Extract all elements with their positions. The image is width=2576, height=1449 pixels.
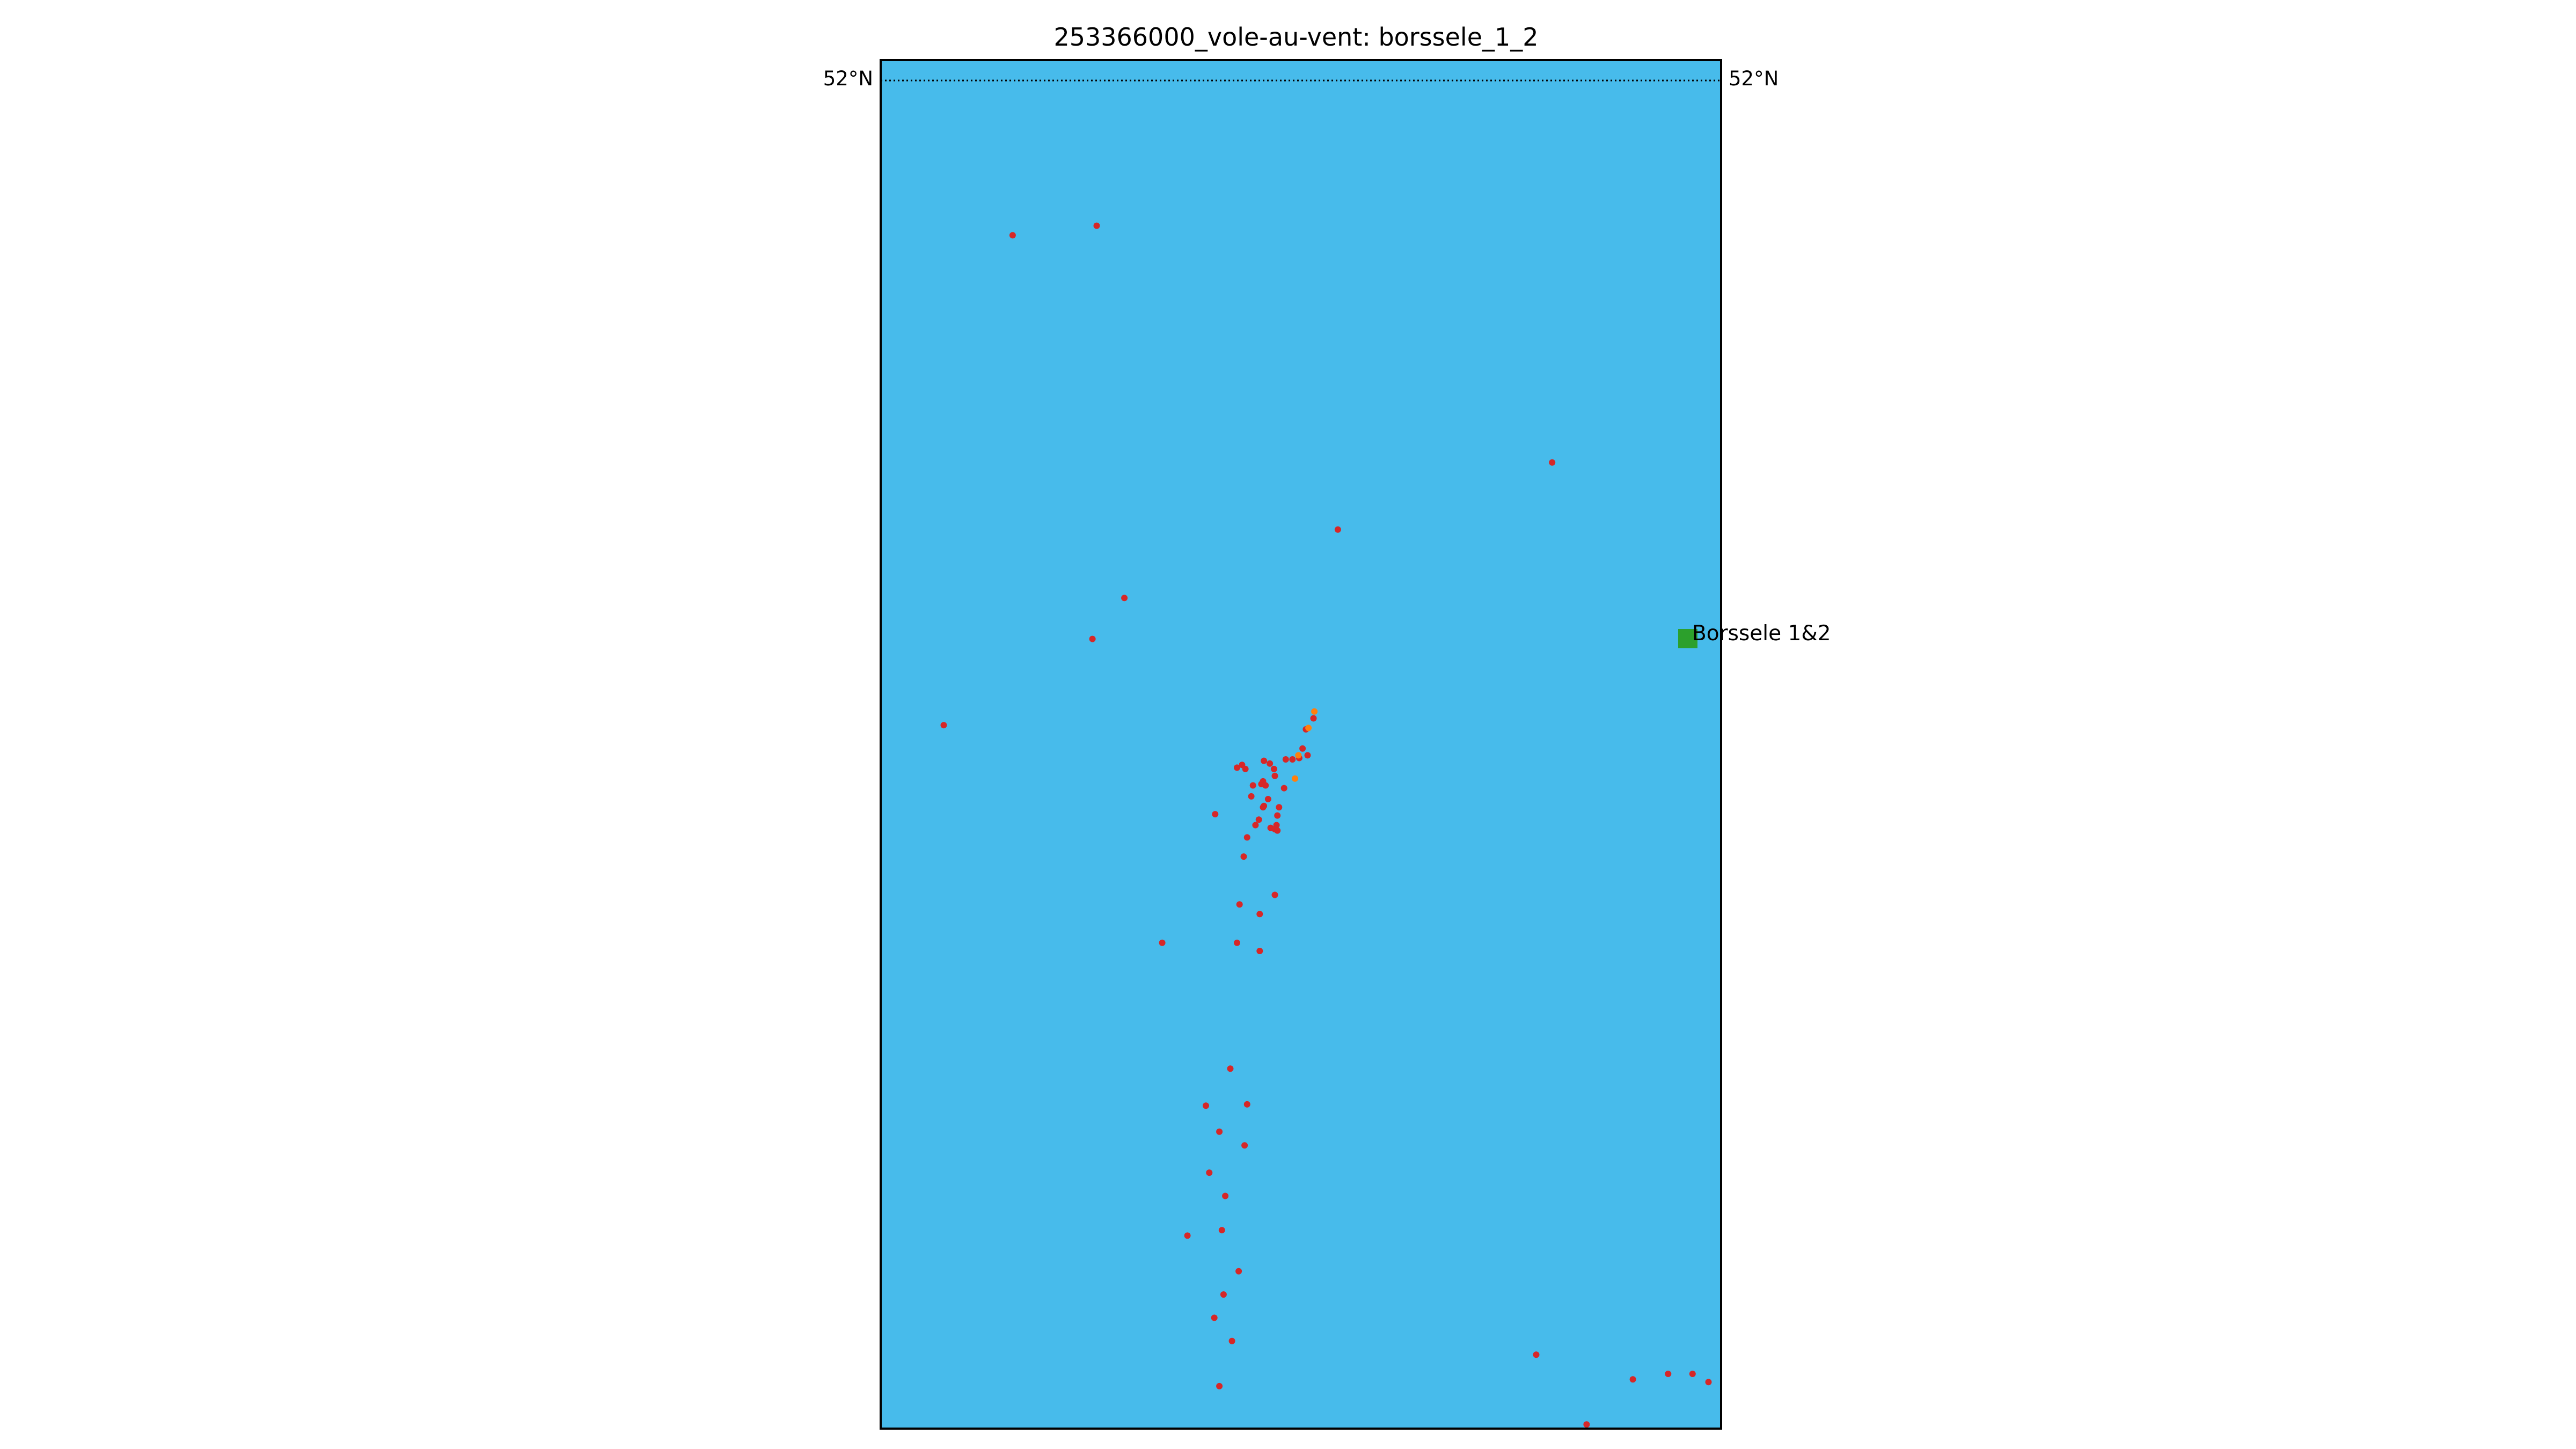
track-points-layer xyxy=(940,222,1712,1428)
track-point xyxy=(1334,526,1341,533)
highlight-point xyxy=(1305,724,1312,731)
track-point xyxy=(1227,1065,1234,1072)
track-point xyxy=(1159,939,1166,946)
track-point xyxy=(1533,1351,1540,1358)
track-point xyxy=(1310,715,1317,722)
track-point xyxy=(1289,756,1296,763)
track-point xyxy=(1220,1291,1227,1298)
track-point xyxy=(1216,1382,1223,1389)
track-point xyxy=(1271,772,1278,779)
track-point xyxy=(1216,1128,1223,1135)
track-point xyxy=(1252,822,1259,829)
track-point xyxy=(1093,222,1100,229)
track-point xyxy=(1304,752,1311,759)
track-point xyxy=(1206,1169,1213,1176)
track-point xyxy=(1264,796,1271,802)
track-point xyxy=(1262,782,1269,789)
track-point xyxy=(1228,1337,1235,1344)
track-point xyxy=(1274,812,1281,819)
highlight-point xyxy=(1295,752,1302,759)
track-point xyxy=(1629,1376,1636,1383)
track-point xyxy=(1235,1268,1242,1275)
track-point xyxy=(1234,764,1240,771)
track-point xyxy=(1270,765,1277,772)
track-point xyxy=(1212,811,1219,818)
track-point xyxy=(1121,595,1128,602)
track-point xyxy=(1271,891,1278,898)
track-point xyxy=(1280,785,1287,792)
highlight-point xyxy=(1311,708,1318,715)
latitude-label-right: 52°N xyxy=(1729,67,1779,90)
track-point xyxy=(940,722,947,729)
map-title: 253366000_vole-au-vent: borssele_1_2 xyxy=(1053,23,1538,52)
track-point xyxy=(1240,853,1247,860)
track-point xyxy=(1255,816,1262,823)
track-point xyxy=(1249,782,1256,789)
track-point xyxy=(1243,1101,1250,1108)
track-point xyxy=(1222,1192,1229,1199)
track-point xyxy=(1282,756,1289,763)
track-point xyxy=(1276,804,1283,811)
track-point xyxy=(1274,827,1281,834)
track-point xyxy=(1267,760,1274,767)
track-point xyxy=(1299,745,1306,752)
track-point xyxy=(1236,901,1243,908)
track-point xyxy=(1665,1371,1672,1377)
track-point xyxy=(1260,804,1267,811)
track-point xyxy=(1549,459,1556,466)
highlight-point xyxy=(1292,775,1298,782)
track-point xyxy=(1009,232,1016,239)
track-point xyxy=(1203,1102,1209,1109)
sea-area xyxy=(881,60,1721,1429)
track-point xyxy=(1218,1227,1225,1234)
track-point xyxy=(1705,1379,1712,1386)
track-point xyxy=(1234,939,1240,946)
track-point xyxy=(1689,1371,1696,1377)
track-point xyxy=(1211,1314,1218,1321)
latitude-label-left: 52°N xyxy=(823,67,873,90)
track-point xyxy=(1241,1142,1248,1149)
track-point xyxy=(1261,757,1268,764)
site-label: Borssele 1&2 xyxy=(1692,621,1831,646)
track-point xyxy=(1184,1232,1191,1239)
track-point xyxy=(1248,793,1255,800)
track-point xyxy=(1583,1421,1590,1428)
highlight-points-layer xyxy=(1292,708,1318,782)
track-point xyxy=(1256,948,1263,954)
site-marker-square xyxy=(1678,629,1697,648)
track-point xyxy=(1242,765,1249,772)
track-point xyxy=(1089,635,1096,642)
map-frame xyxy=(880,59,1722,1430)
track-point xyxy=(1243,834,1250,841)
track-point xyxy=(1256,911,1263,918)
